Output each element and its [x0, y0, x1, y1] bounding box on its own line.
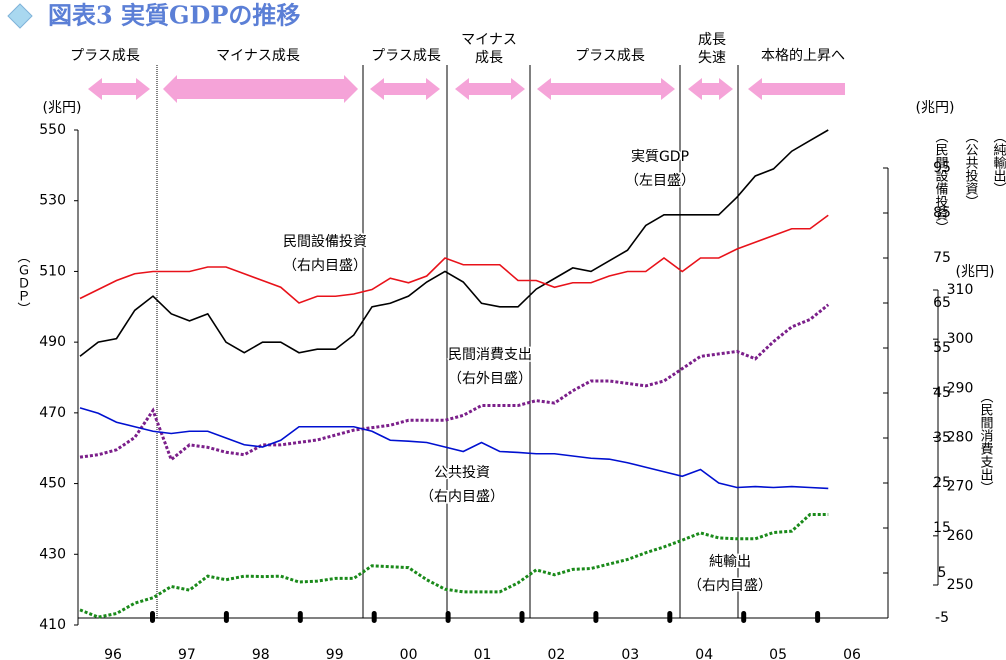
- y3-tick-label: 280: [947, 430, 974, 446]
- y-tick-label: 450: [39, 476, 66, 492]
- x-tick-mark: [519, 611, 525, 623]
- series-line: [79, 214, 829, 304]
- phase-arrow: [748, 78, 845, 100]
- y2-label: （公共投資）: [963, 130, 979, 208]
- y-tick-label: 510: [39, 263, 66, 279]
- phase-label: 成長: [698, 32, 726, 48]
- phase-arrow: [537, 78, 675, 100]
- series-label: （左目盛）: [625, 173, 695, 189]
- series-label: 純輸出: [709, 554, 751, 570]
- y-tick-label: 430: [39, 546, 66, 562]
- phase-label: プラス成長: [70, 48, 140, 64]
- y-tick-label: 410: [39, 617, 66, 633]
- series-label: （右内目盛）: [688, 578, 772, 594]
- phase-arrow: [88, 78, 150, 100]
- y2-tick-label: 45: [933, 385, 951, 401]
- y-tick-label: 550: [39, 122, 66, 138]
- phase-label: プラス成長: [371, 48, 441, 64]
- series-label: 実質GDP: [631, 149, 689, 165]
- x-tick-label: 01: [474, 647, 492, 660]
- y-label: （ＧＤＰ）: [15, 250, 31, 315]
- y2-tick-label: 55: [933, 340, 951, 356]
- x-tick-label: 03: [621, 647, 639, 660]
- title-icon: [7, 3, 33, 29]
- y2-tick-label: 95: [933, 160, 951, 176]
- x-tick-mark: [445, 611, 451, 623]
- y2-tick-label: -5: [935, 610, 949, 626]
- phase-label: マイナス成長: [216, 48, 300, 64]
- x-tick-mark: [223, 611, 229, 623]
- x-tick-label: 98: [252, 647, 270, 660]
- phase-dividers: [156, 65, 739, 618]
- x-tick-mark: [815, 611, 821, 623]
- y-unit: (兆円): [43, 100, 82, 116]
- phase-arrow: [455, 78, 525, 100]
- y3-tick-label: 270: [947, 479, 974, 495]
- y3-tick-label: 290: [947, 380, 974, 396]
- x-tick-label: 97: [178, 647, 196, 660]
- phase-label: プラス成長: [575, 48, 645, 64]
- x-tick-mark: [297, 611, 303, 623]
- x-tick-label: 05: [769, 647, 787, 660]
- series-line: [79, 407, 829, 490]
- y2-label: （民間設備投資）: [933, 130, 949, 234]
- y2-tick-label: 35: [933, 430, 951, 446]
- x-tick-label: 99: [326, 647, 344, 660]
- y2-label: （純輸出）: [991, 130, 1006, 195]
- phase-arrow: [370, 78, 440, 100]
- series-line: [79, 129, 829, 357]
- x-tick-mark: [593, 611, 599, 623]
- phase-arrow: [163, 75, 358, 103]
- x-tick-mark: [150, 611, 155, 623]
- x-tick-label: 96: [104, 647, 122, 660]
- y2-unit: (兆円): [916, 100, 955, 116]
- x-tick-label: 04: [695, 647, 713, 660]
- chart-title: 図表3 実質GDPの推移: [48, 1, 300, 30]
- x-tick-label: 06: [843, 647, 861, 660]
- series-label: 民間消費支出: [448, 347, 532, 363]
- x-tick-mark: [741, 611, 747, 623]
- y-tick-label: 470: [39, 405, 66, 421]
- series-label: 民間設備投資: [283, 234, 367, 250]
- y2-tick-label: 75: [933, 250, 951, 266]
- y3-tick-label: 300: [947, 331, 974, 347]
- y3-unit: (兆円): [956, 264, 995, 280]
- x-tick-label: 02: [547, 647, 565, 660]
- y3-tick-label: 260: [947, 528, 974, 544]
- x-tick-label: 00: [400, 647, 418, 660]
- y2-tick-label: 15: [933, 520, 951, 536]
- y2-tick-label: 65: [933, 295, 951, 311]
- series-label: （右内目盛）: [283, 258, 367, 274]
- series-label: （右外目盛）: [448, 371, 532, 387]
- phase-label: 失速: [698, 50, 726, 66]
- y-tick-label: 530: [39, 193, 66, 209]
- phase-label: マイナス: [461, 32, 517, 48]
- y2-tick-label: 5: [938, 565, 947, 581]
- y3-label: （民間消費支出）: [978, 390, 994, 494]
- y-tick-label: 490: [39, 334, 66, 350]
- series-line: [79, 513, 829, 619]
- series-line: [79, 303, 830, 463]
- phase-label: 成長: [475, 50, 503, 66]
- y3-tick-label: 310: [947, 282, 974, 298]
- phase-arrow: [688, 78, 733, 100]
- series-label: 公共投資: [434, 465, 490, 481]
- y3-tick-label: 250: [947, 577, 974, 593]
- x-tick-mark: [667, 611, 673, 623]
- x-tick-mark: [371, 611, 377, 623]
- y2-tick-label: 85: [933, 205, 951, 221]
- series-label: （右内目盛）: [420, 489, 504, 505]
- phase-label: 本格的上昇へ: [761, 48, 845, 64]
